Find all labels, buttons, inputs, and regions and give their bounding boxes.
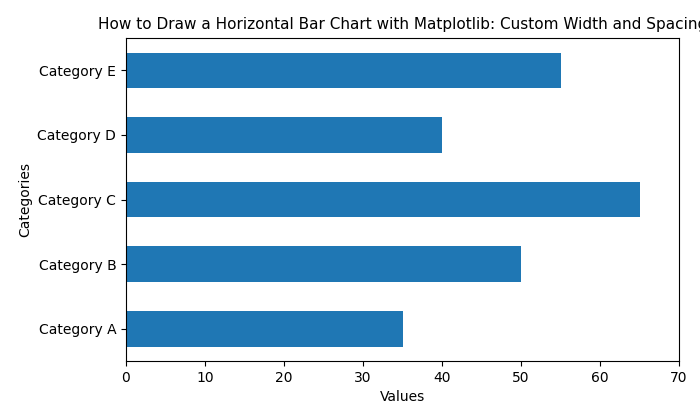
Bar <box>126 52 561 88</box>
Bar <box>126 247 521 282</box>
X-axis label: Values: Values <box>380 391 425 404</box>
Y-axis label: Categories: Categories <box>18 162 32 237</box>
Bar <box>126 311 402 346</box>
Bar <box>126 117 442 152</box>
Bar <box>126 182 640 217</box>
Title: How to Draw a Horizontal Bar Chart with Matplotlib: Custom Width and Spacing: How to Draw a Horizontal Bar Chart with … <box>98 18 700 32</box>
